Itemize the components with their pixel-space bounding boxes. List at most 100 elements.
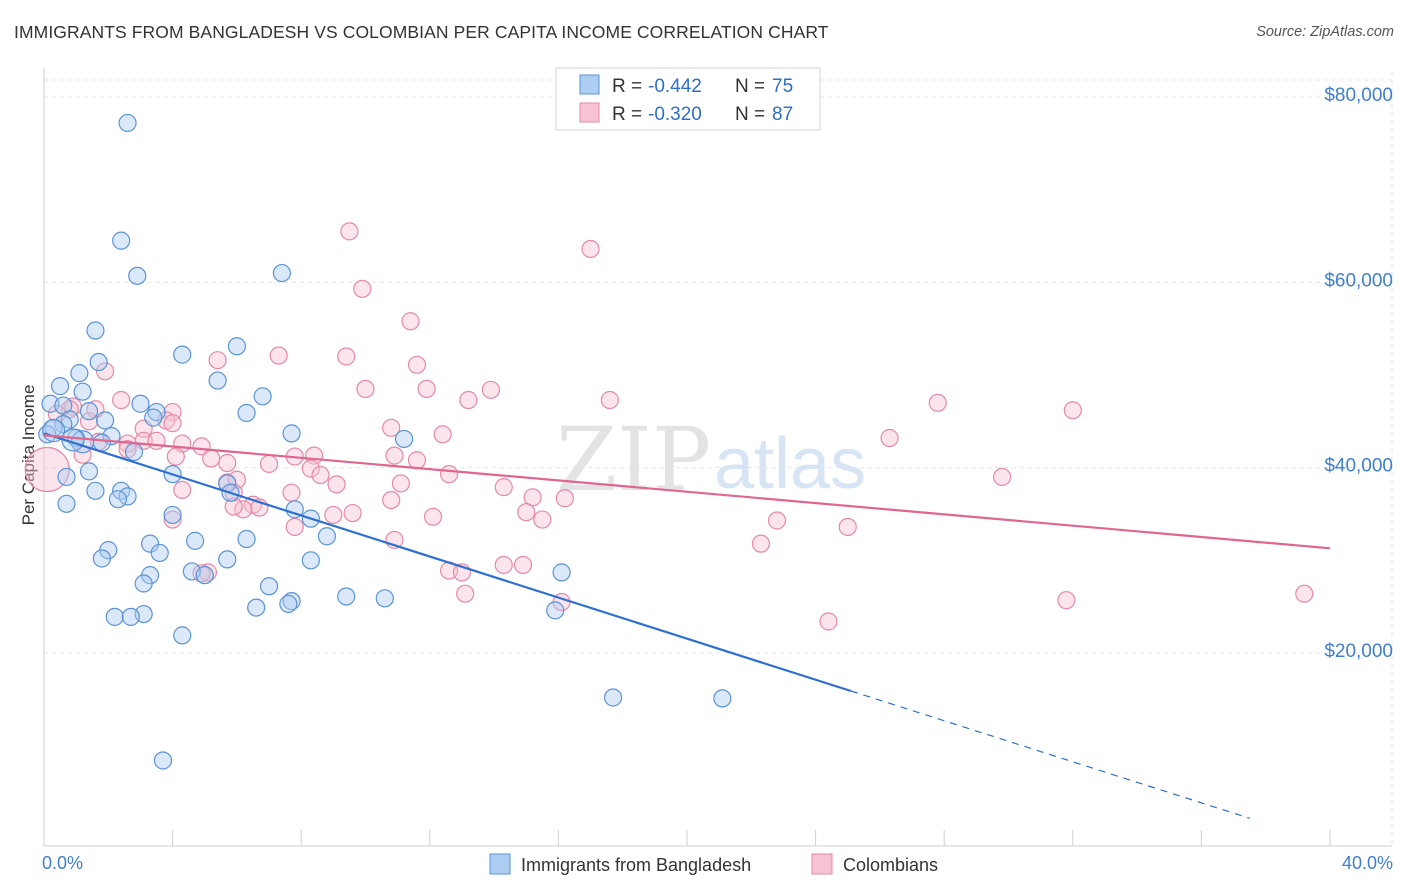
bangladesh-point — [153, 751, 173, 770]
colombians-point — [513, 555, 533, 575]
bangladesh-point — [92, 549, 111, 568]
colombians-point — [407, 451, 427, 470]
bangladesh-point — [54, 415, 73, 434]
bangladesh-point — [227, 337, 246, 356]
bangladesh-point — [73, 382, 92, 401]
bangladesh-point — [301, 551, 320, 570]
colombians-point — [163, 414, 182, 433]
y-tick-label: $40,000 — [1324, 456, 1393, 477]
legend-box — [555, 67, 821, 131]
bangladesh-point — [282, 424, 301, 443]
bangladesh-point — [92, 433, 111, 452]
bangladesh-point — [208, 371, 227, 390]
bangladesh-point — [552, 563, 571, 582]
colombians-point — [382, 491, 401, 510]
colombians-point — [417, 379, 436, 398]
legend-swatch-bangladesh — [579, 74, 600, 95]
bangladesh-point — [140, 534, 160, 553]
bangladesh-point — [105, 607, 124, 626]
colombians-trend-line — [43, 434, 1331, 550]
bangladesh-point — [131, 394, 150, 413]
bangladesh-point — [89, 352, 108, 372]
colombians-point — [340, 222, 359, 241]
bangladesh-point — [144, 408, 163, 427]
bangladesh-point — [337, 587, 356, 606]
bangladesh-point — [121, 607, 140, 626]
chart-title: IMMIGRANTS FROM BANGLADESH VS COLOMBIAN … — [14, 22, 829, 42]
colombians-point — [166, 447, 185, 466]
bangladesh-point — [282, 592, 301, 611]
colombians-point — [555, 489, 574, 508]
bangladesh-point — [394, 429, 414, 449]
colombians-point — [600, 390, 619, 410]
colombians-point — [192, 437, 211, 456]
colombians-point — [423, 507, 443, 526]
bangladesh-point — [147, 402, 166, 422]
colombians-point — [285, 517, 304, 537]
colombians-point — [1295, 584, 1314, 603]
bangladesh-point — [237, 529, 256, 549]
colombians-point — [311, 465, 330, 485]
x-tick-label: 40.0% — [1342, 853, 1393, 873]
series-label-colombians: Colombians — [843, 855, 938, 875]
y-tick-labels: $20,000 $40,000 $60,000 $80,000 — [1324, 85, 1393, 662]
colombians-point — [533, 510, 552, 529]
colombians-point — [992, 467, 1012, 487]
bangladesh-point — [95, 411, 115, 430]
bangladesh-point — [57, 494, 76, 513]
bangladesh-point — [317, 527, 337, 546]
colombians-point — [343, 503, 362, 523]
watermark: ZIP atlas — [556, 408, 866, 511]
colombians-point — [198, 563, 218, 582]
colombians-point — [433, 425, 452, 444]
x-tick-label: 0.0% — [42, 853, 83, 873]
bangladesh-point — [70, 364, 89, 383]
colombians-point — [1063, 401, 1082, 420]
colombians-point — [208, 351, 227, 370]
colombians-point — [819, 612, 838, 631]
bangladesh-point — [50, 377, 70, 396]
colombians-point — [202, 449, 221, 468]
colombians-point — [1057, 591, 1076, 610]
colombians-point — [259, 454, 279, 474]
bangladesh-point — [375, 589, 394, 608]
colombians-point — [353, 279, 372, 298]
legend-n-label: N = — [735, 76, 765, 97]
bangladesh-point — [86, 321, 105, 340]
colombians-point — [767, 511, 787, 530]
colombians-point — [337, 347, 356, 366]
colombians-point — [928, 393, 947, 412]
colombians-point — [282, 483, 301, 502]
colombians-point — [112, 390, 131, 410]
bangladesh-point — [186, 531, 205, 550]
colombians-point — [163, 510, 182, 529]
legend-r-label: R = — [612, 104, 642, 125]
colombians-point — [95, 362, 115, 381]
trend-lines — [43, 432, 1331, 819]
y-tick-label: $60,000 — [1324, 270, 1393, 291]
axes — [43, 68, 1392, 847]
colombians-point — [79, 412, 99, 431]
bangladesh-point — [259, 577, 279, 596]
colombians-point — [324, 505, 343, 525]
colombians-point — [494, 478, 513, 497]
bangladesh-point — [112, 231, 131, 250]
x-tick-labels: 0.0% 40.0% — [42, 853, 1393, 873]
bangladesh-point — [124, 442, 144, 462]
colombians-point — [407, 355, 427, 374]
colombians-point — [459, 390, 478, 410]
colombians-point — [401, 312, 420, 331]
colombians-point — [517, 503, 536, 522]
series-label-bangladesh: Immigrants from Bangladesh — [521, 855, 751, 875]
bangladesh-point — [253, 387, 272, 406]
colombians-point — [382, 418, 401, 437]
legend-n-value: 87 — [772, 104, 793, 125]
colombians-point — [456, 584, 475, 603]
bangladesh-points — [38, 113, 732, 770]
bangladesh-point — [79, 462, 99, 481]
bangladesh-point — [218, 550, 237, 569]
colombians-point — [385, 446, 404, 465]
watermark-atlas: atlas — [714, 424, 866, 504]
legend-r-label: R = — [612, 76, 642, 97]
series-legend: Immigrants from Bangladesh Colombians — [489, 853, 938, 875]
